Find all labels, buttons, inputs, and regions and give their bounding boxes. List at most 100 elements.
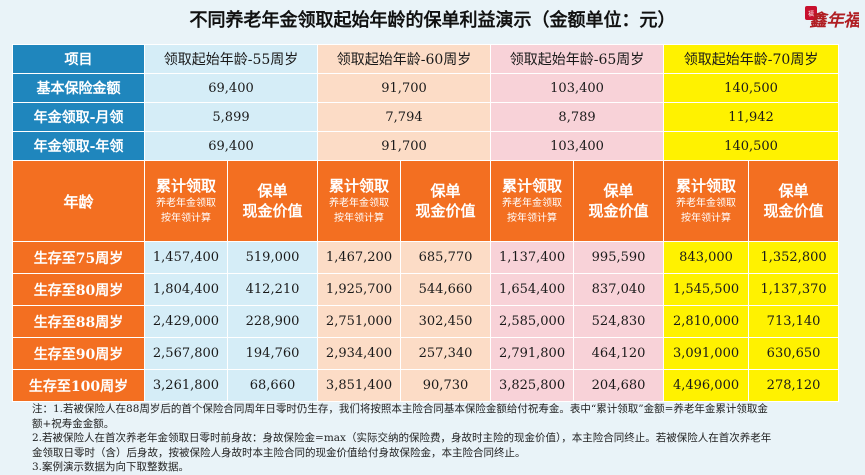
cumulative-value: 3,091,000: [663, 337, 750, 370]
cash-value: 837,040: [573, 273, 665, 306]
cell-value: 7,794: [317, 102, 492, 132]
cumulative-value: 2,585,000: [490, 305, 575, 338]
cell-value: 91,700: [317, 131, 492, 161]
svg-text:福: 福: [808, 10, 814, 18]
note-line: 注：1.若被保险人在88周岁后的首个保险合同周年日零时仍生存，我们将按照本主险合…: [32, 403, 768, 415]
table-row: 生存至80周岁 1,804,400 412,210 1,925,700 544,660 1…: [12, 273, 840, 306]
subheader-age: 年龄: [12, 160, 145, 242]
page-title: 不同养老年金领取起始年龄的保单利益演示（金额单位：元）: [189, 10, 676, 31]
cum-note: 按年领计算: [334, 213, 385, 224]
cum-title: 累计领取: [502, 177, 563, 195]
row-label: 生存至90周岁: [12, 337, 145, 370]
subheader-row: 年龄 累计领取 养老年金领取 按年领计算 保单 现金价值 累计领取 养老年金领取…: [12, 160, 840, 242]
subheader-cumulative: 累计领取 养老年金领取 按年领计算: [490, 160, 575, 242]
note-line: 3.案例演示数据为向下取整数据。: [32, 461, 190, 473]
row-label: 生存至100周岁: [12, 369, 145, 402]
note-line: 额+祝寿金金额。: [32, 417, 115, 430]
cash-value: 464,120: [573, 337, 665, 370]
cash-value: 524,830: [573, 305, 665, 338]
cash-value: 519,000: [226, 241, 319, 274]
cash-title: 现金价值: [415, 202, 476, 220]
cumulative-value: 2,751,000: [317, 305, 402, 338]
benefit-table: 项目 领取起始年龄-55周岁 领取起始年龄-60周岁 领取起始年龄-65周岁 领…: [12, 44, 840, 402]
cell-value: 103,400: [490, 73, 665, 103]
cumulative-value: 1,804,400: [144, 273, 228, 306]
cash-value: 228,900: [226, 305, 319, 338]
cum-title: 累计领取: [155, 177, 216, 195]
table-row: 年金领取-月领 5,899 7,794 8,789 11,942: [12, 102, 840, 132]
cumulative-value: 843,000: [663, 241, 750, 274]
cumulative-value: 1,925,700: [317, 273, 402, 306]
cumulative-value: 1,137,400: [490, 241, 575, 274]
header-col-55: 领取起始年龄-55周岁: [143, 44, 319, 74]
cum-note: 按年领计算: [507, 213, 558, 224]
cum-note: 养老年金领取: [329, 198, 390, 209]
cum-note: 按年领计算: [161, 213, 211, 224]
cash-value: 204,680: [573, 369, 665, 402]
header-col-65: 领取起始年龄-65周岁: [490, 44, 665, 74]
cum-note: 养老年金领取: [156, 198, 216, 209]
cash-value: 90,730: [400, 369, 492, 402]
cash-value: 194,760: [226, 337, 319, 370]
cumulative-value: 4,496,000: [663, 369, 750, 402]
cash-title: 现金价值: [242, 202, 303, 220]
subheader-cash-value: 保单 现金价值: [400, 160, 492, 242]
cumulative-value: 2,429,000: [144, 305, 228, 338]
cum-note: 按年领计算: [681, 213, 732, 224]
table-row: 年金领取-年领 69,400 91,700 103,400 140,500: [12, 131, 840, 161]
logo-text: 鑫年福: [810, 11, 860, 31]
cell-value: 140,500: [663, 131, 840, 161]
cumulative-value: 1,457,400: [144, 241, 228, 274]
cumulative-value: 3,851,400: [317, 369, 402, 402]
cash-value: 257,340: [400, 337, 492, 370]
row-label: 年金领取-年领: [12, 131, 145, 161]
cumulative-value: 1,467,200: [317, 241, 402, 274]
subheader-cumulative: 累计领取 养老年金领取 按年领计算: [144, 160, 228, 242]
cash-value: 1,137,370: [748, 273, 840, 306]
cash-value: 713,140: [748, 305, 840, 338]
header-col-70: 领取起始年龄-70周岁: [663, 44, 840, 74]
subheader-cash-value: 保单 现金价值: [748, 160, 840, 242]
cell-value: 140,500: [663, 73, 840, 103]
row-label: 年金领取-月领: [12, 102, 145, 132]
table-row: 生存至100周岁 3,261,800 68,660 3,851,400 90,730 3,…: [12, 369, 840, 402]
header-col-60: 领取起始年龄-60周岁: [317, 44, 492, 74]
cumulative-value: 2,934,400: [317, 337, 402, 370]
subheader-cash-value: 保单 现金价值: [573, 160, 665, 242]
cumulative-value: 2,791,800: [490, 337, 575, 370]
note-line: 2.若被保险人在首次养老年金领取日零时前身故：身故保险金=max（实际交纳的保险…: [32, 432, 772, 444]
header-row: 项目 领取起始年龄-55周岁 领取起始年龄-60周岁 领取起始年龄-65周岁 领…: [12, 44, 840, 74]
cum-title: 累计领取: [329, 177, 390, 195]
cash-value: 278,120: [748, 369, 840, 402]
note-line: 金领取日零时（含）后身故，按被保险人身故时本主险合同的现金价值给付身故保险金，本…: [32, 446, 526, 459]
cash-value: 685,770: [400, 241, 492, 274]
cell-value: 5,899: [143, 102, 319, 132]
cash-title: 保单: [603, 182, 634, 200]
cash-value: 1,352,800: [748, 241, 840, 274]
cumulative-value: 2,810,000: [663, 305, 750, 338]
row-label: 生存至80周岁: [12, 273, 145, 306]
cash-value: 630,650: [748, 337, 840, 370]
cell-value: 8,789: [490, 102, 665, 132]
table-row: 生存至90周岁 2,567,800 194,760 2,934,400 257,340 2…: [12, 337, 840, 370]
row-label: 生存至75周岁: [12, 241, 145, 274]
subheader-cumulative: 累计领取 养老年金领取 按年领计算: [317, 160, 402, 242]
row-label: 基本保险金额: [12, 73, 145, 103]
footnotes: 注：1.若被保险人在88周岁后的首个保险合同周年日零时仍生存，我们将按照本主险合…: [32, 402, 842, 475]
cum-title: 累计领取: [676, 177, 737, 195]
subheader-cumulative: 累计领取 养老年金领取 按年领计算: [663, 160, 750, 242]
table-row: 生存至88周岁 2,429,000 228,900 2,751,000 302,450 2…: [12, 305, 840, 338]
row-label: 生存至88周岁: [12, 305, 145, 338]
cash-value: 995,590: [573, 241, 665, 274]
cash-title: 保单: [257, 182, 288, 200]
cumulative-value: 3,261,800: [144, 369, 228, 402]
cash-title: 保单: [430, 182, 461, 200]
subheader-cash-value: 保单 现金价值: [226, 160, 319, 242]
cell-value: 91,700: [317, 73, 492, 103]
cash-value: 68,660: [226, 369, 319, 402]
cumulative-value: 2,567,800: [144, 337, 228, 370]
cash-title: 现金价值: [763, 202, 824, 220]
cash-title: 现金价值: [588, 202, 649, 220]
cell-value: 69,400: [143, 73, 319, 103]
table-row: 生存至75周岁 1,457,400 519,000 1,467,200 685,770 1…: [12, 241, 840, 274]
